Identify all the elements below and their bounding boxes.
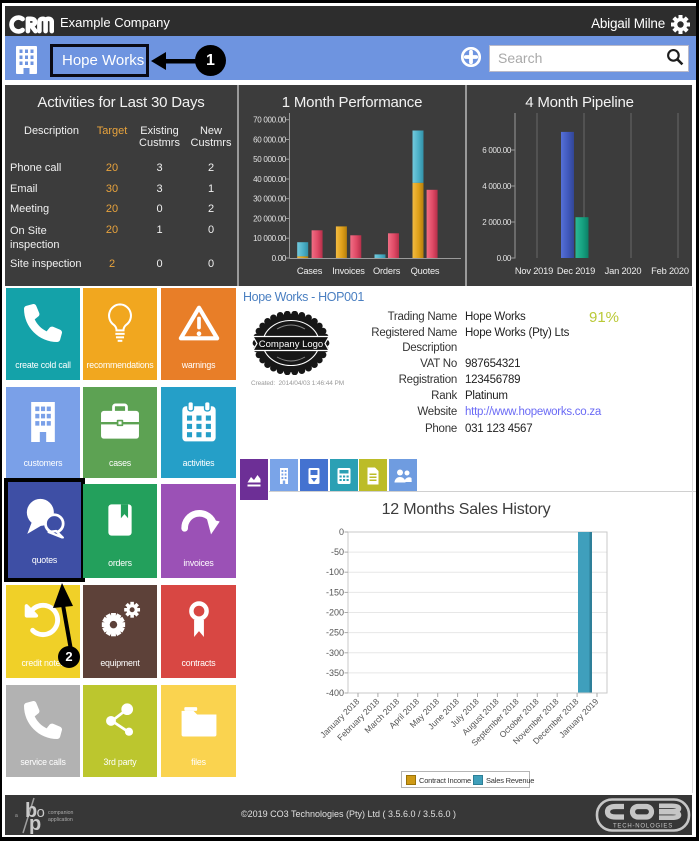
svg-text:2 000.00: 2 000.00 xyxy=(482,218,512,227)
svg-text:o: o xyxy=(37,804,45,821)
svg-text:-250: -250 xyxy=(326,628,344,638)
svg-text:-150: -150 xyxy=(326,587,344,597)
svg-text:-50: -50 xyxy=(331,547,344,557)
svg-text:TECH-NOLOGIES: TECH-NOLOGIES xyxy=(613,824,673,830)
svg-text:-400: -400 xyxy=(326,688,344,698)
svg-text:0.00: 0.00 xyxy=(272,254,287,263)
svg-text:0: 0 xyxy=(339,527,344,537)
svg-text:30 000.00: 30 000.00 xyxy=(253,195,287,204)
svg-text:Jan 2020: Jan 2020 xyxy=(605,266,642,276)
svg-text:a: a xyxy=(15,813,18,819)
svg-text:Invoices: Invoices xyxy=(332,266,365,276)
svg-text:60 000.00: 60 000.00 xyxy=(253,136,287,145)
svg-text:10 000.00: 10 000.00 xyxy=(253,234,287,243)
svg-text:-200: -200 xyxy=(326,608,344,618)
svg-text:companion: companion xyxy=(48,810,73,816)
svg-text:70 000.00: 70 000.00 xyxy=(253,116,287,125)
svg-text:Company Logo: Company Logo xyxy=(259,339,323,350)
svg-text:p: p xyxy=(29,813,41,835)
svg-text:50 000.00: 50 000.00 xyxy=(253,155,287,164)
svg-text:Quotes: Quotes xyxy=(411,266,440,276)
svg-text:b: b xyxy=(25,800,37,822)
svg-text:application: application xyxy=(48,817,73,823)
svg-text:Feb 2020: Feb 2020 xyxy=(651,266,689,276)
svg-text:20 000.00: 20 000.00 xyxy=(253,215,287,224)
svg-text:-350: -350 xyxy=(326,668,344,678)
svg-text:Cases: Cases xyxy=(297,266,323,276)
svg-text:-300: -300 xyxy=(326,648,344,658)
svg-text:0.00: 0.00 xyxy=(497,254,512,263)
svg-text:Orders: Orders xyxy=(373,266,401,276)
svg-text:40 000.00: 40 000.00 xyxy=(253,175,287,184)
svg-text:4 000.00: 4 000.00 xyxy=(482,182,512,191)
svg-text:-100: -100 xyxy=(326,567,344,577)
svg-text:Nov 2019: Nov 2019 xyxy=(515,266,553,276)
svg-text:Dec 2019: Dec 2019 xyxy=(557,266,595,276)
svg-text:6 000.00: 6 000.00 xyxy=(482,146,512,155)
